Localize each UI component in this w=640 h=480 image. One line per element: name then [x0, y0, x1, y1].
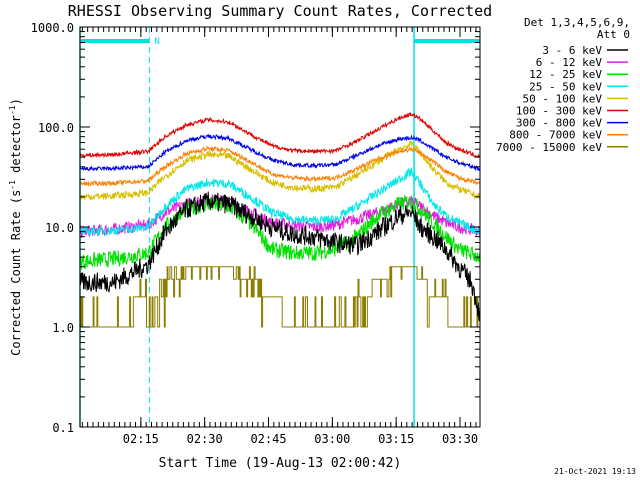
- y-axis-label-end: ): [9, 98, 23, 105]
- series-line-7: [79, 145, 480, 188]
- legend-label: 50 - 100 keV: [523, 92, 603, 105]
- x-tick-label: 02:15: [123, 432, 159, 446]
- y-axis-label-mid: detector: [9, 115, 23, 180]
- x-tick-label: 03:00: [314, 432, 350, 446]
- y-tick-label: 10.0: [45, 221, 74, 235]
- y-axis-label-sup1: -1: [8, 180, 17, 190]
- x-tick-label: 02:45: [250, 432, 286, 446]
- y-tick-label: 1000.0: [31, 21, 74, 35]
- chart-title: RHESSI Observing Summary Count Rates, Co…: [68, 2, 492, 20]
- series-line-8: [80, 266, 480, 328]
- y-tick-label: 1.0: [52, 321, 74, 335]
- legend-label: 12 - 25 keV: [529, 68, 602, 81]
- legend-label: 100 - 300 keV: [516, 105, 602, 118]
- x-tick-label: 02:30: [187, 432, 223, 446]
- legend-header-line1: Det 1,3,4,5,6,9,: [524, 16, 630, 29]
- series-line-6: [79, 134, 481, 172]
- plot-area: N: [79, 27, 481, 427]
- series-line-3: [79, 167, 481, 237]
- legend-label: 25 - 50 keV: [529, 80, 602, 93]
- legend-header-line2: Att 0: [597, 28, 630, 41]
- legend-label: 3 - 6 keV: [542, 44, 602, 57]
- x-tick-label: 03:15: [378, 432, 414, 446]
- series-line-4: [79, 140, 481, 201]
- legend-label: 300 - 800 keV: [516, 117, 602, 130]
- series-line-5: [79, 112, 481, 159]
- footer-timestamp: 21-Oct-2021 19:13: [554, 467, 636, 476]
- series-line-0: [79, 191, 481, 322]
- legend-label: 7000 - 15000 keV: [496, 141, 602, 154]
- y-axis-label: Corrected Count Rate (s-1 detector-1): [8, 98, 23, 356]
- y-axis-label-sup2: -1: [8, 105, 17, 115]
- legend-label: 6 - 12 keV: [536, 56, 603, 69]
- legend-label: 800 - 7000 keV: [509, 129, 602, 142]
- y-tick-label: 0.1: [52, 421, 74, 435]
- series-line-2: [79, 195, 481, 270]
- y-axis-label-main: Corrected Count Rate (s: [9, 190, 23, 356]
- night-bar-label: N: [154, 37, 159, 47]
- x-axis-label: Start Time (19-Aug-13 02:00:42): [159, 456, 402, 471]
- x-tick-label: 03:30: [442, 432, 478, 446]
- y-tick-label: 100.0: [38, 121, 74, 135]
- axis-ticks: 02:15 02:30 02:45 03:00 03:15 03:30 1000.0 100.…: [31, 21, 480, 446]
